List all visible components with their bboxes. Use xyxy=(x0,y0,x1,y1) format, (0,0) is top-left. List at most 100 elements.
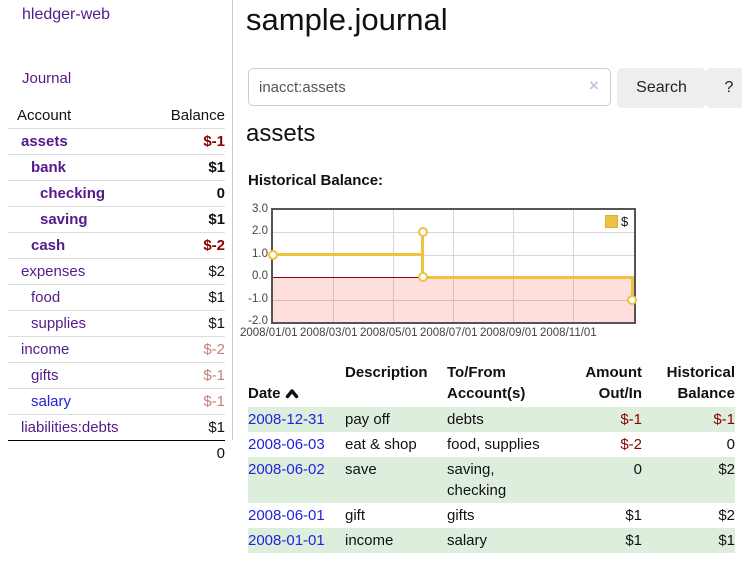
transaction-description: save xyxy=(345,457,447,503)
transaction-tofrom: debts xyxy=(447,407,575,432)
data-point xyxy=(418,227,428,237)
x-tick: 2008/09/01 xyxy=(480,327,538,339)
gridline xyxy=(453,210,454,322)
app-title-link[interactable]: hledger-web xyxy=(22,6,111,23)
y-tick: -1.0 xyxy=(248,293,268,305)
clear-search-icon[interactable]: × xyxy=(589,76,599,95)
gridline xyxy=(333,210,334,322)
series-line xyxy=(631,276,634,301)
x-tick: 2008/11/01 xyxy=(540,327,597,339)
account-link-expenses[interactable]: expenses xyxy=(8,258,154,285)
register-header-row: Date Description To/From Account(s) Amou… xyxy=(248,360,735,407)
transaction-tofrom: salary xyxy=(447,528,575,553)
account-heading: assets xyxy=(246,120,316,147)
gridline xyxy=(513,210,514,322)
account-link-saving[interactable]: saving xyxy=(8,206,154,233)
transaction-tofrom: saving, checking xyxy=(447,457,575,503)
account-balance: $1 xyxy=(153,206,225,233)
account-row-expenses: expenses $2 xyxy=(8,258,225,285)
account-link-food[interactable]: food xyxy=(8,284,154,311)
register-col-amount: Amount Out/In xyxy=(585,364,642,402)
account-balance: $-1 xyxy=(153,362,225,389)
negative-region xyxy=(273,277,634,322)
account-link-supplies[interactable]: supplies xyxy=(8,310,154,337)
transaction-amount: $1 xyxy=(625,507,642,524)
chart-legend: $ xyxy=(603,213,631,230)
table-row: 2008-12-31 pay off debts $-1 $-1 xyxy=(248,407,735,432)
search-button[interactable]: Search xyxy=(617,68,706,108)
account-link-income[interactable]: income xyxy=(8,336,154,363)
transaction-balance: $2 xyxy=(718,507,735,524)
y-tick: 2.0 xyxy=(252,225,268,237)
account-row-saving: saving $1 xyxy=(8,206,225,233)
transaction-date-link[interactable]: 2008-12-31 xyxy=(248,411,325,428)
x-tick: 2008/03/01 xyxy=(300,327,358,339)
account-link-checking[interactable]: checking xyxy=(8,180,154,207)
page-title: sample.journal xyxy=(246,2,448,37)
accounts-col-balance: Balance xyxy=(170,107,225,124)
chart-heading: Historical Balance: xyxy=(248,172,384,189)
transaction-amount: $1 xyxy=(575,528,642,553)
accounts-total-value: 0 xyxy=(153,440,225,466)
account-balance: 0 xyxy=(153,180,225,207)
data-point xyxy=(418,272,428,282)
account-link-liabilities-debts[interactable]: liabilities:debts xyxy=(8,414,154,441)
y-tick: 1.0 xyxy=(252,248,268,260)
series-line xyxy=(273,253,424,256)
transaction-description: pay off xyxy=(345,407,447,432)
transaction-description: income xyxy=(345,528,447,553)
account-link-assets[interactable]: assets xyxy=(8,128,154,155)
accounts-col-account: Account xyxy=(17,107,72,124)
account-balance: $1 xyxy=(153,310,225,337)
transaction-tofrom: food, supplies xyxy=(447,436,540,453)
account-balance: $-2 xyxy=(153,336,225,363)
account-row-liabilities-debts: liabilities:debts $1 xyxy=(8,414,225,441)
account-row-supplies: supplies $1 xyxy=(8,310,225,337)
transaction-tofrom: gifts xyxy=(447,507,475,524)
account-row-salary: salary $-1 xyxy=(8,388,225,415)
account-row-bank: bank $1 xyxy=(8,154,225,181)
transaction-date-link[interactable]: 2008-06-02 xyxy=(248,461,325,478)
x-tick: 2008/05/01 xyxy=(360,327,418,339)
y-tick: -2.0 xyxy=(248,315,268,327)
search-input[interactable] xyxy=(248,68,611,106)
account-link-bank[interactable]: bank xyxy=(8,154,154,181)
gridline xyxy=(273,255,634,256)
historical-balance-chart: $ xyxy=(268,208,637,324)
data-point xyxy=(268,250,278,260)
table-row: 2008-06-03 eat & shop food, supplies $-2… xyxy=(248,432,735,457)
table-row: 2008-06-02 save saving, checking 0 $2 xyxy=(248,457,735,503)
transaction-date-link[interactable]: 2008-01-01 xyxy=(248,532,325,549)
help-button[interactable]: ? xyxy=(706,68,742,108)
transaction-date-link[interactable]: 2008-06-03 xyxy=(248,436,325,453)
account-balance: $-1 xyxy=(153,128,225,155)
account-link-cash[interactable]: cash xyxy=(8,232,154,259)
account-link-gifts[interactable]: gifts xyxy=(8,362,154,389)
transaction-balance: $2 xyxy=(642,457,735,503)
register-col-date-label: Date xyxy=(248,385,281,402)
transaction-amount: $-1 xyxy=(575,407,642,432)
y-tick: 3.0 xyxy=(252,203,268,215)
gridline xyxy=(573,210,574,322)
sidebar-item-journal[interactable]: Journal xyxy=(22,70,72,87)
y-tick: 0.0 xyxy=(252,270,268,282)
register-table: Date Description To/From Account(s) Amou… xyxy=(248,360,735,553)
table-row: 2008-01-01 income salary $1 $1 xyxy=(248,528,735,553)
account-row-checking: checking 0 xyxy=(8,180,225,207)
transaction-balance: $-1 xyxy=(642,407,735,432)
table-row: 2008-06-01 gift gifts $1 $2 xyxy=(248,503,735,528)
account-balance: $2 xyxy=(153,258,225,285)
accounts-tree: Account Balance assets $-1 bank $1 check… xyxy=(8,103,225,466)
gridline xyxy=(273,232,634,233)
account-row-gifts: gifts $-1 xyxy=(8,362,225,389)
register-col-tofrom: To/From Account(s) xyxy=(447,364,526,402)
account-link-salary[interactable]: salary xyxy=(8,388,154,415)
series-line xyxy=(421,231,424,278)
legend-label: $ xyxy=(621,214,629,229)
sidebar: hledger-web Journal Account Balance asse… xyxy=(0,0,233,466)
series-line xyxy=(422,276,634,279)
account-row-income: income $-2 xyxy=(8,336,225,363)
register-col-date[interactable]: Date xyxy=(248,360,345,407)
transaction-date-link[interactable]: 2008-06-01 xyxy=(248,507,325,524)
